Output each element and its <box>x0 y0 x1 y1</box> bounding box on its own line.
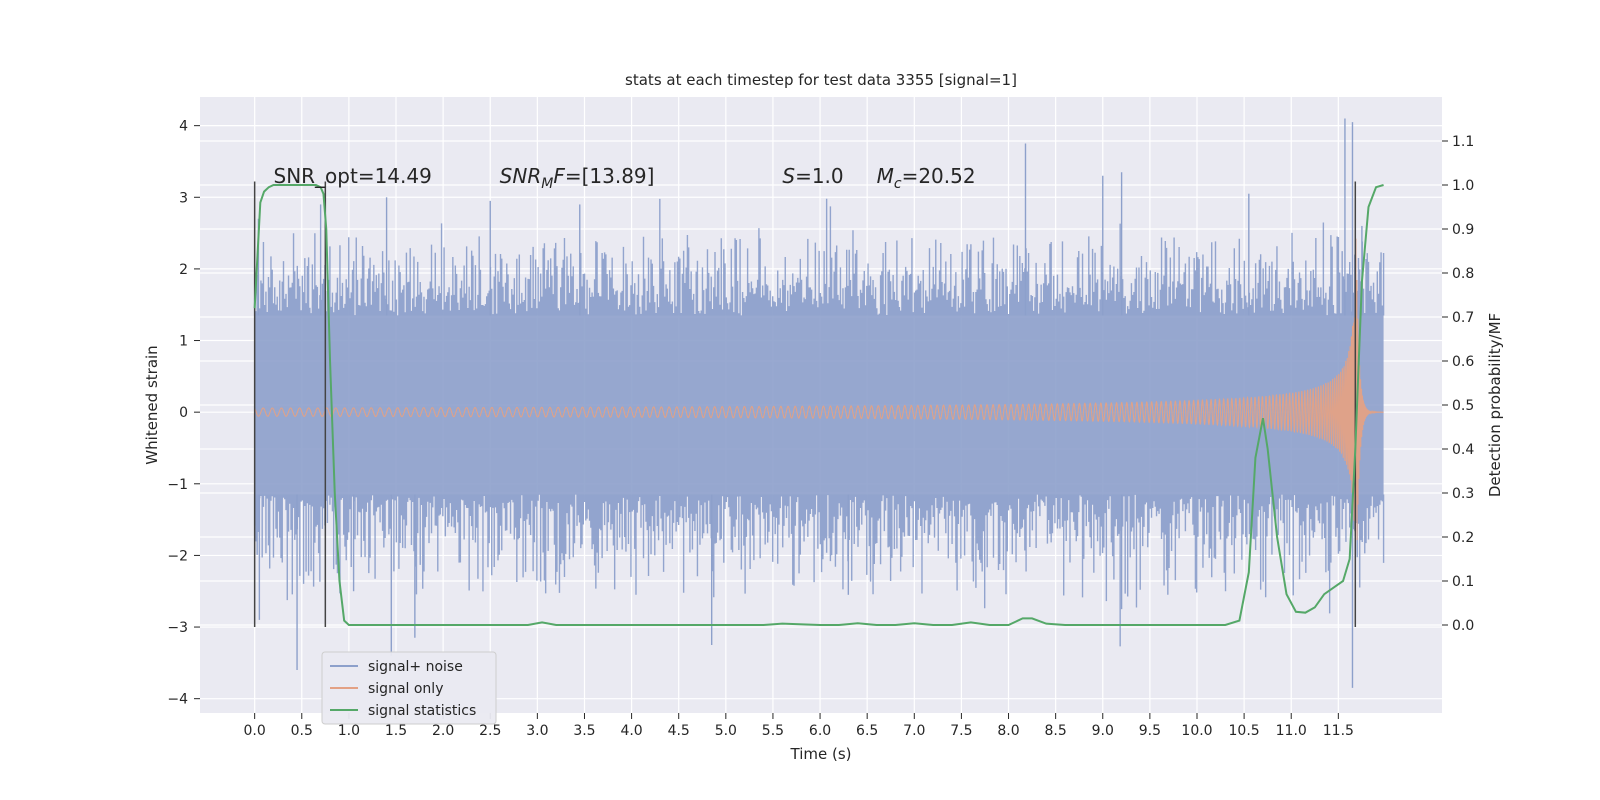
y-tick-label-right: 1.0 <box>1452 178 1474 194</box>
x-tick-label: 4.0 <box>620 723 642 739</box>
x-tick-label: 1.0 <box>338 723 360 739</box>
x-tick-label: 6.5 <box>856 723 878 739</box>
vline-layer <box>253 181 1357 628</box>
y-tick-label-right: 0.3 <box>1452 486 1474 502</box>
y-tick-label-left: 3 <box>179 190 188 206</box>
x-tick-label: 9.5 <box>1139 723 1161 739</box>
y-tick-label-right: 0.1 <box>1452 574 1474 590</box>
y-axis-title-right: Detection probability/MF <box>1486 313 1504 497</box>
y-tick-label-left: −4 <box>167 692 188 708</box>
annotation-value: =20.52 <box>902 164 976 188</box>
x-tick-label: 3.0 <box>526 723 548 739</box>
y-tick-label-left: 1 <box>179 334 188 350</box>
legend: signal+ noise signal only signal statistic… <box>321 651 497 725</box>
y-tick-label-left: 4 <box>179 119 188 135</box>
annotation-1: SNRMF=[13.89] <box>500 164 655 192</box>
y-tick-label-left: 0 <box>179 405 188 421</box>
x-tick-label: 4.5 <box>668 723 690 739</box>
y-tick-label-right: 0.8 <box>1452 266 1474 282</box>
x-tick-label: 10.5 <box>1229 723 1260 739</box>
stat-layer <box>253 184 1384 626</box>
y-tick-label-right: 1.1 <box>1452 134 1474 150</box>
annotation-value: =1.0 <box>795 164 844 188</box>
y-tick-label-left: −1 <box>167 477 188 493</box>
annotation-value: =[13.89] <box>565 164 655 188</box>
annotation-symbol: SNR <box>500 164 542 188</box>
ticks: 0.0 0.5 1.0 1.5 2.0 2.5 3.0 3.5 4.0 4.5 5.0 5.5 6.0 6… <box>167 119 1474 739</box>
noise-band-core <box>254 315 1384 495</box>
signal-statistics-line <box>253 184 1384 626</box>
x-tick-label: 0.5 <box>291 723 313 739</box>
annotation-symbol-suffix: F <box>553 164 565 188</box>
y-tick-label-right: 0.2 <box>1452 530 1474 546</box>
y-tick-label-right: 0.9 <box>1452 222 1474 238</box>
x-tick-label: 2.5 <box>479 723 501 739</box>
y-tick-label-left: −2 <box>167 548 188 564</box>
legend-label: signal statistics <box>368 703 476 719</box>
x-tick-label: 10.0 <box>1181 723 1212 739</box>
y-tick-label-right: 0.0 <box>1452 618 1474 634</box>
x-tick-label: 9.0 <box>1092 723 1114 739</box>
x-tick-label: 3.5 <box>573 723 595 739</box>
signal-only-line <box>254 238 1384 541</box>
x-tick-label: 11.5 <box>1323 723 1354 739</box>
annotation-layer: SNR_opt=14.49 SNRMF=[13.89] S=1.0 Mc=20.52 <box>274 164 976 192</box>
legend-box <box>321 651 497 725</box>
y-tick-label-left: −3 <box>167 620 188 636</box>
annotation-subscript: M <box>541 176 553 192</box>
annotation-3: Mc=20.52 <box>877 164 976 192</box>
x-tick-label: 8.5 <box>1045 723 1067 739</box>
x-tick-label: 8.0 <box>997 723 1019 739</box>
x-tick-label: 6.0 <box>809 723 831 739</box>
x-tick-label: 5.5 <box>762 723 784 739</box>
annotation-0: SNR_opt=14.49 <box>274 164 432 188</box>
chirp-layer <box>254 238 1384 541</box>
x-tick-label: 2.0 <box>432 723 454 739</box>
x-tick-label: 7.0 <box>903 723 925 739</box>
annotation-subscript: c <box>894 176 902 192</box>
y-tick-label-right: 0.4 <box>1452 442 1474 458</box>
annotation-symbol: S <box>782 164 795 188</box>
y-tick-label-right: 0.6 <box>1452 354 1474 370</box>
noise-layer <box>253 118 1385 688</box>
x-tick-label: 11.0 <box>1276 723 1307 739</box>
legend-label: signal only <box>368 681 443 697</box>
y-axis-title-left: Whitened strain <box>143 345 161 464</box>
x-tick-label: 0.0 <box>244 723 266 739</box>
x-tick-label: 5.0 <box>715 723 737 739</box>
legend-label: signal+ noise <box>368 659 463 675</box>
x-tick-label: 1.5 <box>385 723 407 739</box>
chart-title: stats at each timestep for test data 335… <box>625 71 1017 89</box>
x-axis-title: Time (s) <box>790 745 852 763</box>
x-tick-label: 7.5 <box>950 723 972 739</box>
y-tick-label-left: 2 <box>179 262 188 278</box>
y-tick-label-right: 0.5 <box>1452 398 1474 414</box>
annotation-symbol: M <box>877 164 894 188</box>
y-tick-label-right: 0.7 <box>1452 310 1474 326</box>
annotation-2: S=1.0 <box>782 164 843 188</box>
